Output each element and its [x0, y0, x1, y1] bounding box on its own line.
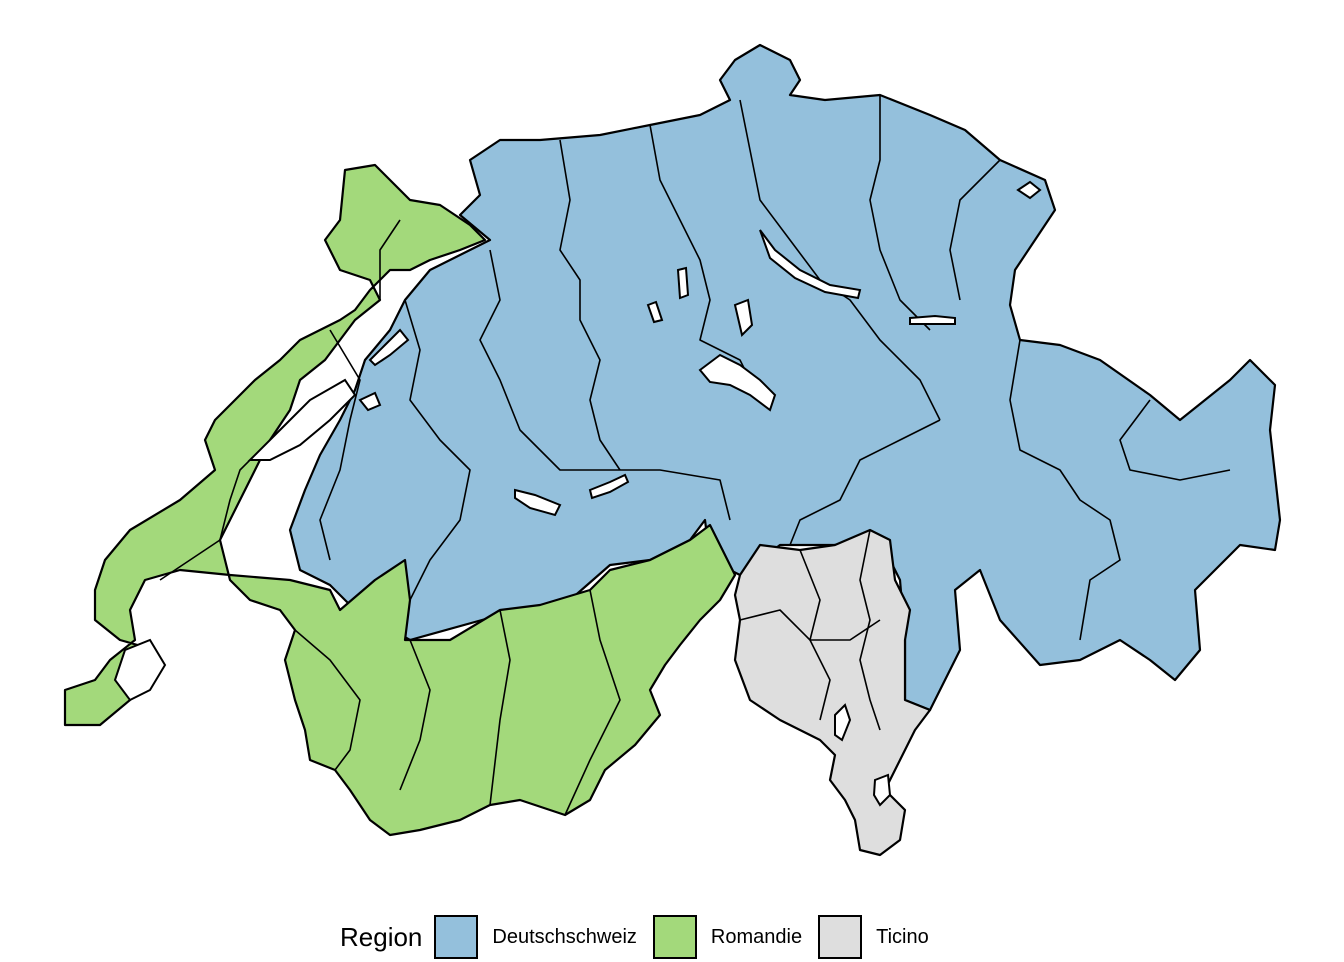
- legend-label-ticino: Ticino: [876, 925, 929, 948]
- lake-brienz: [588, 473, 630, 500]
- lake-walensee: [909, 314, 956, 325]
- lake-sempach: [646, 300, 664, 324]
- lake-lugano: [872, 773, 892, 807]
- legend-item-deutschschweiz: Deutschschweiz: [434, 915, 637, 959]
- legend-title: Region: [340, 921, 423, 952]
- lake-constance-bay: [1016, 180, 1042, 200]
- lake-hallwil: [676, 266, 690, 300]
- lake-zug: [733, 298, 754, 337]
- legend: Region Deutschschweiz Romandie Ticino: [340, 912, 945, 962]
- legend-swatch-ticino: [818, 915, 863, 959]
- district-borders: [159, 95, 1231, 816]
- lake-biel: [368, 328, 410, 367]
- region-ticino: [733, 528, 932, 857]
- lake-lucerne: [698, 353, 777, 412]
- lake-geneva: [113, 638, 167, 702]
- legend-item-ticino: Ticino: [818, 915, 929, 959]
- switzerland-district-map: [63, 43, 1282, 857]
- legend-swatch-deutschschweiz: [434, 915, 479, 959]
- lakes: [113, 180, 1042, 807]
- lake-neuchatel: [247, 378, 357, 461]
- legend-label-romandie: Romandie: [710, 925, 803, 948]
- lake-thun: [514, 488, 562, 517]
- region-romandie: [63, 163, 737, 837]
- lake-maggiore: [834, 703, 852, 742]
- romandie-jura-west: [63, 163, 737, 837]
- lake-zurich: [759, 229, 862, 300]
- legend-swatch-romandie: [652, 915, 697, 959]
- legend-item-romandie: Romandie: [652, 915, 803, 959]
- ticino-area: [733, 528, 932, 857]
- legend-label-deutschschweiz: Deutschschweiz: [492, 925, 637, 948]
- lake-murten: [358, 391, 382, 412]
